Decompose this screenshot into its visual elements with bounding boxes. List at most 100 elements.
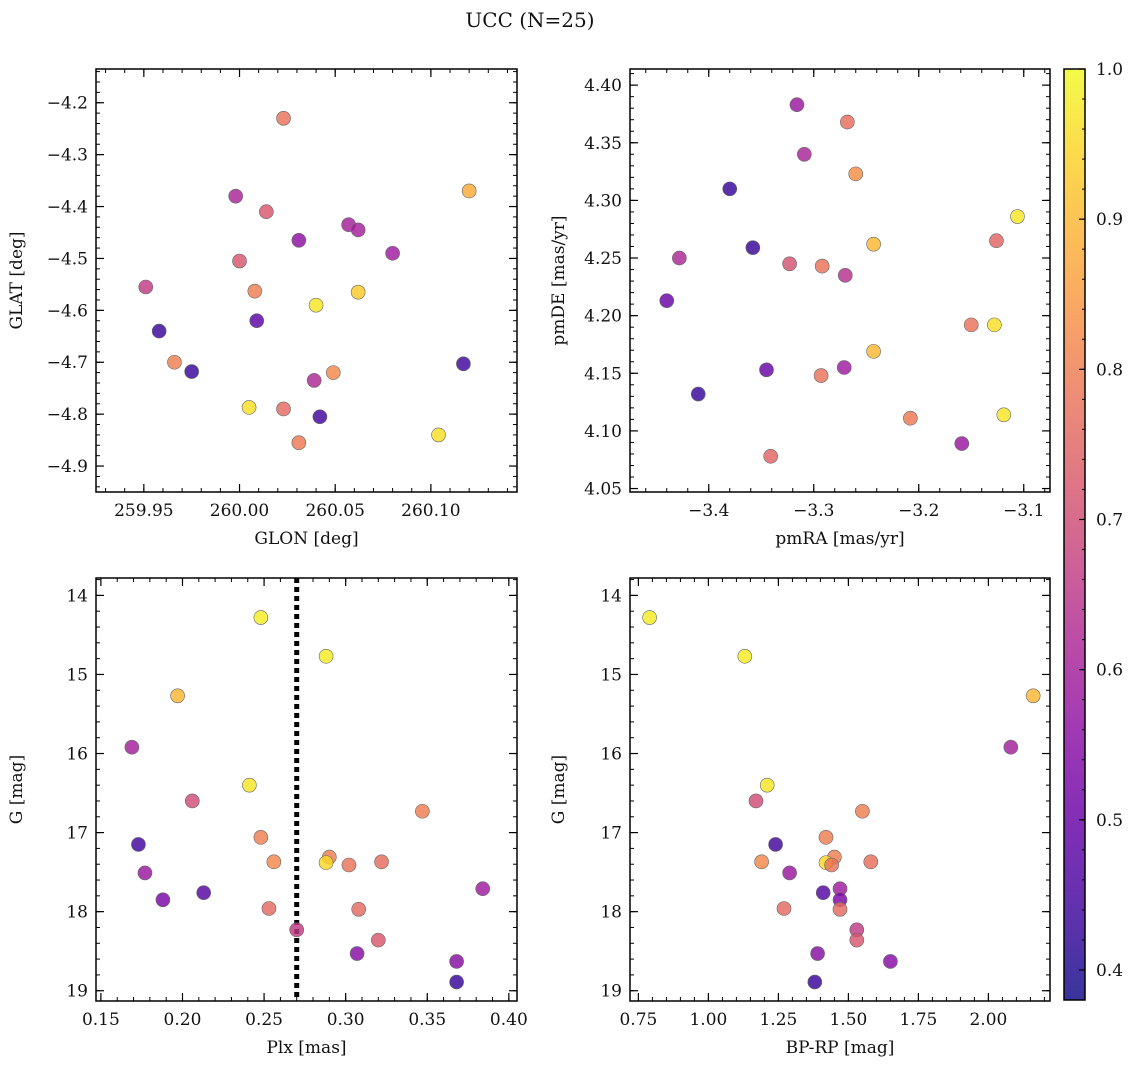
axes-frame	[629, 68, 1051, 493]
y-tick-label: 17	[600, 824, 622, 844]
x-tick-label: 0.30	[327, 1010, 365, 1030]
x-tick-label: −3.1	[1003, 501, 1044, 521]
data-point	[672, 250, 687, 266]
data-point	[849, 932, 865, 948]
data-point	[768, 837, 783, 852]
data-point	[737, 648, 753, 664]
data-point	[196, 885, 211, 900]
x-tick-label: 0.20	[164, 1010, 202, 1030]
x-axis-label: Plx [mas]	[266, 1038, 346, 1058]
y-axis-label: G [mag]	[7, 755, 27, 824]
data-point	[759, 777, 775, 793]
data-point	[167, 354, 182, 370]
y-tick-label: 19	[600, 982, 622, 1002]
data-point	[789, 97, 805, 113]
data-point	[848, 166, 864, 182]
y-tick-label: −4.4	[47, 198, 88, 218]
data-point	[253, 610, 269, 625]
x-tick-label: 259.95	[114, 501, 173, 521]
data-point	[350, 284, 366, 300]
panel-pmra-pmde: −3.4 −3.3 −3.2 −3.1 4.05 4.10 4.15 4.20 4.25 4.30…	[549, 68, 1051, 549]
colorbar-tick-label: 0.7	[1096, 510, 1123, 530]
y-tick-label: −4.9	[47, 457, 88, 477]
data-point	[228, 188, 243, 204]
data-point	[866, 236, 881, 252]
x-tick-label: −3.2	[898, 501, 939, 521]
data-point	[836, 360, 852, 375]
y-axis-label: G [mag]	[549, 755, 569, 824]
x-tick-label: 260.10	[401, 501, 460, 521]
colorbar: 0.4 0.5 0.6 0.7 0.8 0.9 1.0	[1063, 60, 1123, 1001]
x-tick-label: 0.35	[408, 1010, 446, 1030]
axes-frame	[629, 577, 1051, 1002]
data-point	[184, 793, 200, 809]
data-point	[782, 865, 797, 881]
data-point	[241, 400, 257, 415]
data-point	[385, 245, 400, 261]
x-tick-label: 1.00	[689, 1010, 727, 1030]
y-tick-label: 4.35	[584, 134, 622, 154]
panel-glon-glat: 259.95 260.00 260.05 260.10 −4.2 −4.3 −4.4 −4.5…	[7, 68, 518, 549]
y-tick-label: −4.6	[47, 301, 88, 321]
x-tick-label: 1.25	[759, 1010, 797, 1030]
x-axis-label: pmRA [mas/yr]	[775, 529, 904, 549]
data-point	[754, 854, 769, 870]
y-tick-label: −4.2	[47, 94, 88, 114]
y-tick-label: −4.8	[47, 405, 88, 425]
y-tick-label: 15	[600, 665, 622, 685]
y-tick-label: 4.10	[584, 422, 622, 442]
data-point	[431, 427, 446, 443]
data-point	[456, 356, 471, 372]
data-point	[170, 688, 185, 704]
colorbar-gradient	[1064, 69, 1085, 1000]
y-tick-label: 4.15	[584, 364, 622, 384]
data-point	[814, 258, 830, 274]
data-point	[350, 222, 366, 238]
y-tick-label: 14	[66, 586, 88, 606]
data-point	[137, 865, 153, 881]
data-point	[722, 181, 738, 197]
data-point	[807, 974, 823, 990]
data-point	[642, 610, 657, 625]
data-point	[138, 279, 154, 295]
data-point	[824, 857, 839, 873]
figure-title: UCC (N=25)	[465, 8, 594, 32]
x-tick-label: 260.00	[210, 501, 269, 521]
data-point	[813, 368, 829, 383]
y-tick-label: 4.30	[584, 191, 622, 211]
data-point	[306, 373, 322, 388]
data-point	[690, 386, 706, 402]
data-point	[837, 268, 853, 283]
data-point	[989, 233, 1004, 249]
colorbar-tick-label: 1.0	[1096, 60, 1123, 80]
data-point	[308, 297, 324, 313]
data-point	[748, 793, 764, 809]
data-point	[242, 777, 257, 793]
x-tick-label: 0.25	[245, 1010, 283, 1030]
data-point	[449, 974, 464, 990]
x-tick-label: 0.15	[82, 1010, 120, 1030]
data-point	[1003, 739, 1019, 755]
data-point	[963, 317, 979, 333]
y-tick-label: 19	[66, 982, 88, 1002]
data-point	[374, 854, 389, 870]
data-point	[810, 946, 825, 961]
data-point	[745, 240, 761, 255]
data-point	[351, 901, 367, 917]
data-point	[866, 344, 881, 359]
y-tick-label: 18	[66, 903, 88, 923]
x-axis-label: GLON [deg]	[254, 529, 358, 549]
data-point	[370, 932, 386, 948]
data-point	[954, 436, 970, 451]
colorbar-frame	[1063, 68, 1086, 1001]
panel-plx-g: 0.15 0.20 0.25 0.30 0.35 0.40 14 15 16 17 18 19 Plx …	[7, 577, 528, 1058]
y-tick-label: 4.40	[584, 76, 622, 96]
data-point	[291, 232, 307, 248]
y-tick-label: 16	[600, 745, 622, 765]
data-point	[312, 409, 328, 425]
x-tick-label: 2.00	[969, 1010, 1007, 1030]
colorbar-tick-label: 0.5	[1096, 811, 1123, 831]
y-tick-label: 14	[600, 586, 622, 606]
x-tick-label: 0.40	[490, 1010, 528, 1030]
